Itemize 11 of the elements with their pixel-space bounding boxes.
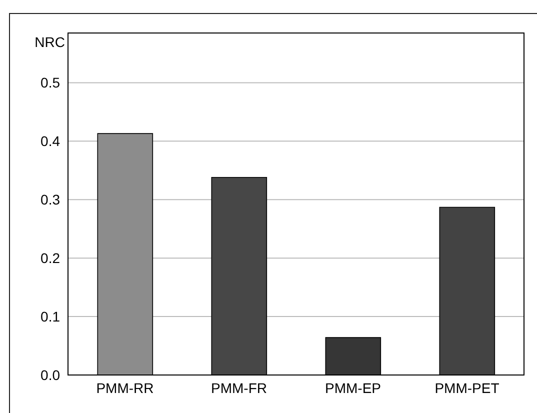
x-tick-label: PMM-EP xyxy=(325,380,381,396)
x-tick-label: PMM-FR xyxy=(211,380,267,396)
y-axis-title: NRC xyxy=(34,34,65,50)
x-tick-label: PMM-RR xyxy=(96,380,154,396)
y-tick-label: 0.3 xyxy=(40,192,60,208)
x-tick-label: PMM-PET xyxy=(434,380,500,396)
y-tick-label: 0.1 xyxy=(40,308,60,325)
y-tick-label: 0.2 xyxy=(40,250,60,266)
y-tick-label: 0.5 xyxy=(40,74,60,91)
y-tick-label: 0.0 xyxy=(40,366,60,383)
y-tick-label: 0.4 xyxy=(40,133,60,150)
